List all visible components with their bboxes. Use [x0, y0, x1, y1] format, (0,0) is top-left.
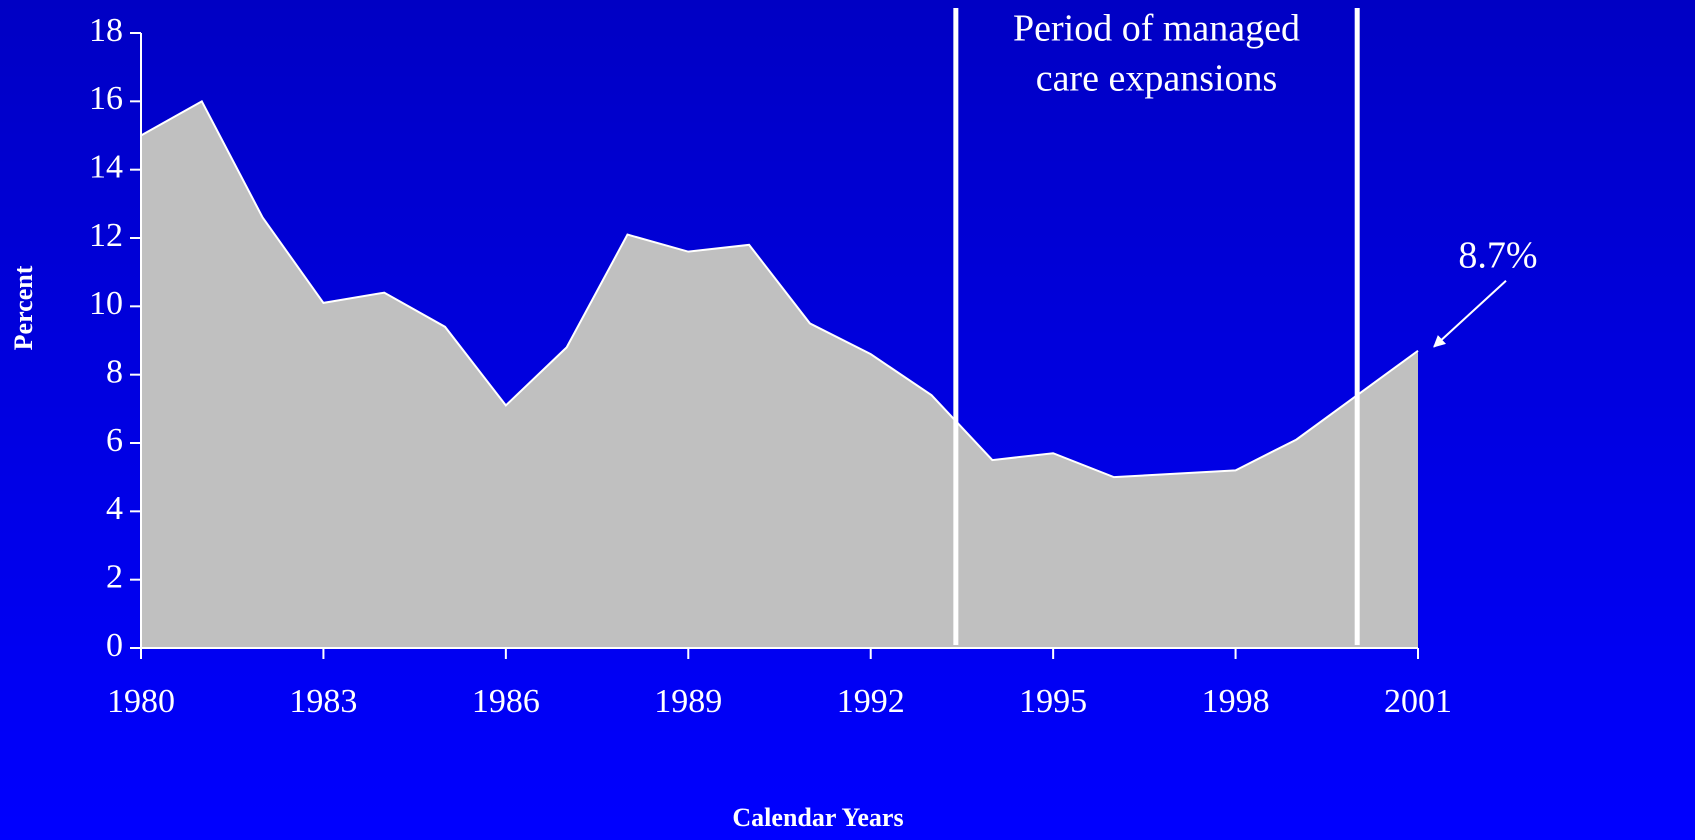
y-tick-label: 12 — [89, 217, 123, 254]
x-tick-label: 1983 — [289, 683, 357, 720]
y-tick-label: 8 — [106, 353, 123, 390]
period-label: care expansions — [1036, 58, 1278, 100]
y-tick-label: 14 — [89, 148, 123, 185]
x-axis-title: Calendar Years — [732, 803, 903, 832]
y-tick-label: 2 — [106, 558, 123, 595]
period-label: Period of managed — [1013, 8, 1300, 50]
y-axis-title: Percent — [9, 265, 38, 350]
area-line — [140, 99, 1419, 479]
y-tick-label: 16 — [89, 80, 123, 117]
y-tick-label: 10 — [89, 285, 123, 322]
x-tick-label: 1986 — [472, 683, 540, 720]
area — [141, 101, 1418, 649]
x-tick-label: 2001 — [1384, 683, 1452, 720]
y-tick-label: 4 — [106, 490, 123, 527]
y-tick-label: 0 — [106, 627, 123, 664]
y-tick-label: 6 — [106, 422, 123, 459]
x-tick-label: 1998 — [1202, 683, 1270, 720]
x-tick-label: 1980 — [107, 683, 175, 720]
callout-arrow — [1433, 280, 1507, 348]
x-tick-label: 1995 — [1019, 683, 1087, 720]
x-tick-label: 1992 — [837, 683, 905, 720]
y-tick-label: 18 — [89, 12, 123, 49]
value-label: 8.7% — [1458, 234, 1537, 276]
x-tick-label: 1989 — [654, 683, 722, 720]
